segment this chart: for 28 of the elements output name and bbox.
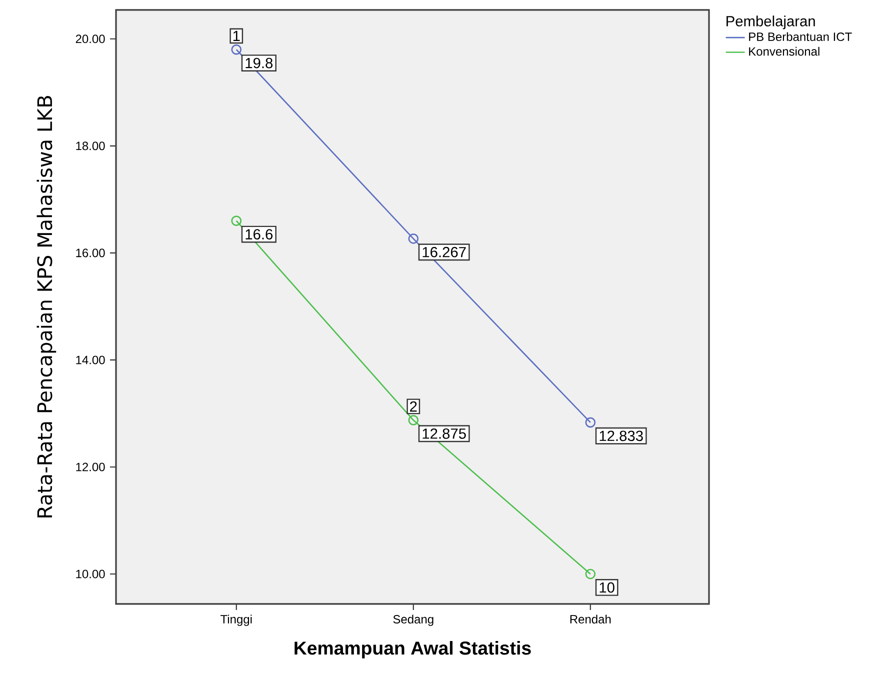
y-tick-label: 18.00 — [76, 142, 105, 150]
legend-label: Konvensional — [749, 46, 820, 56]
point — [231, 216, 242, 226]
annotation: 1 — [233, 30, 240, 41]
y-tick-label: 12.00 — [76, 462, 105, 472]
y-tick-label: 10.00 — [76, 570, 105, 578]
data-label: 16.267 — [422, 246, 466, 258]
point — [408, 233, 419, 244]
y-tick-label: 14.00 — [76, 356, 105, 364]
data-label: 12.833 — [600, 430, 643, 442]
legend-title: Pembelajaran — [726, 16, 815, 30]
data-label: 16.6 — [246, 229, 273, 240]
legend-label: PB Berbantuan ICT — [749, 32, 852, 42]
data-label: 10 — [600, 582, 614, 593]
y-tick-label: 16.00 — [76, 248, 105, 258]
data-label: 19.8 — [246, 58, 273, 68]
point — [231, 44, 242, 55]
x-tick-label: Rendah — [570, 614, 611, 624]
point — [408, 414, 419, 426]
point — [585, 568, 596, 580]
y-axis-title: Rata-Rata Pencapaian KPS Mahasiswa LKB — [36, 96, 56, 518]
y-tick-label: 20.00 — [76, 34, 105, 44]
data-label: 12.875 — [422, 428, 466, 439]
annotation: 2 — [410, 401, 417, 412]
point — [585, 417, 596, 428]
x-tick-label: Tinggi — [220, 614, 252, 626]
x-axis-title: Kemampuan Awal Statistis — [294, 641, 531, 658]
x-tick-label: Sedang — [393, 614, 434, 626]
